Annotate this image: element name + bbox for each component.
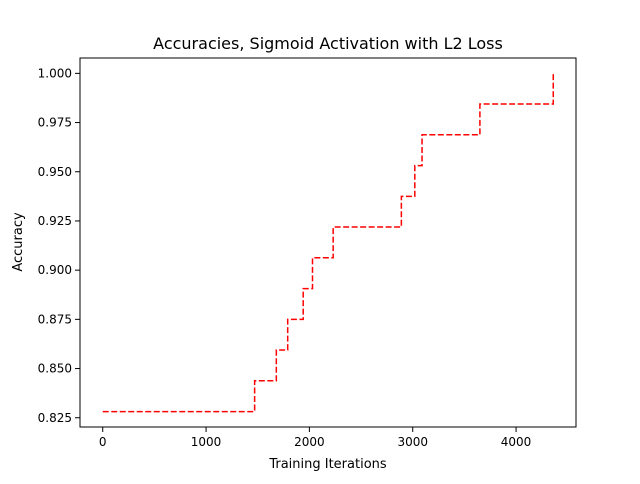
y-tick-label: 0.925	[38, 214, 72, 228]
x-tick-label: 3000	[397, 435, 428, 449]
x-tick-label: 0	[99, 435, 107, 449]
y-tick-label: 0.900	[38, 263, 72, 277]
x-tick-label: 1000	[191, 435, 222, 449]
x-axis-label: Training Iterations	[268, 457, 387, 472]
y-tick-label: 0.975	[38, 116, 72, 130]
series-layer	[102, 73, 555, 413]
y-axis-ticks: 0.825 0.850 0.875 0.900 0.925 0.950 0.975 1.000	[38, 66, 80, 425]
x-tick-label: 2000	[294, 435, 325, 449]
y-tick-label: 0.950	[38, 165, 72, 179]
plot-frame	[79, 57, 577, 428]
y-axis-label: Accuracy	[11, 212, 26, 272]
x-tick-label: 4000	[501, 435, 532, 449]
chart-title: Accuracies, Sigmoid Activation with L2 L…	[153, 34, 503, 53]
y-tick-label: 0.850	[38, 362, 72, 376]
x-axis-ticks: 0 1000 2000 3000 4000	[99, 427, 531, 449]
y-tick-label: 0.875	[38, 312, 72, 326]
y-tick-label: 1.000	[38, 66, 72, 80]
series-line	[102, 73, 555, 413]
y-tick-label: 0.825	[38, 411, 72, 425]
